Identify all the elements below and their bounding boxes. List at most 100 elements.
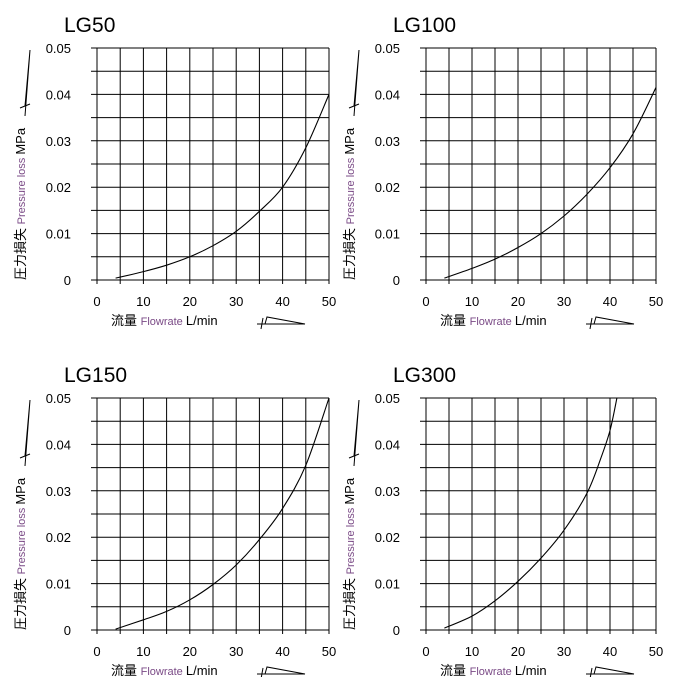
- chart-title: LG100: [393, 14, 456, 37]
- chart-lg300: LG300 0 0.01 0.02 0.03 0.04 0.05 0 10 20 30 40 50 圧力損…: [342, 364, 663, 677]
- pressure-loss-curve: [115, 94, 330, 279]
- y-axis-label: 圧力損失 Pressure loss MPa: [342, 127, 357, 280]
- x-tick-label: 50: [322, 294, 336, 309]
- y-tick-label: 0: [393, 623, 400, 638]
- x-tick-label: 30: [557, 294, 571, 309]
- wedge-base-icon: [19, 453, 31, 459]
- y-axis-label-en: Pressure loss: [16, 505, 28, 575]
- x-tick-label: 40: [603, 644, 617, 659]
- pressure-loss-curve: [444, 87, 657, 279]
- x-tick-label: 30: [229, 294, 243, 309]
- y-axis-label-jp: 圧力損失: [342, 224, 357, 280]
- y-tick-label: 0.03: [46, 134, 71, 149]
- x-tick-label: 50: [322, 644, 336, 659]
- y-tick-label: 0.05: [46, 41, 71, 56]
- y-axis-label-jp: 圧力損失: [13, 574, 28, 630]
- x-axis-label-jp: 流量: [111, 313, 141, 328]
- wedge-base-icon: [589, 667, 593, 677]
- wedge-base-icon: [19, 103, 31, 109]
- y-tick-label: 0.02: [375, 180, 400, 195]
- y-axis-label-unit: MPa: [342, 127, 357, 155]
- x-axis-label-unit: L/min: [186, 663, 218, 677]
- x-axis-label-en: Flowrate: [141, 666, 186, 677]
- y-tick-label: 0.05: [375, 391, 400, 406]
- x-tick-label: 40: [275, 294, 289, 309]
- y-tick-label: 0: [64, 623, 71, 638]
- pressure-loss-curve: [444, 397, 618, 629]
- y-tick-label: 0.02: [375, 530, 400, 545]
- x-axis-label: 流量 Flowrate L/min: [111, 313, 218, 328]
- x-axis-label-jp: 流量: [111, 663, 141, 677]
- y-tick-label: 0.04: [375, 437, 400, 452]
- y-tick-label: 0.05: [46, 391, 71, 406]
- y-tick-label: 0.01: [375, 227, 400, 242]
- y-axis-label-en: Pressure loss: [16, 155, 28, 225]
- y-tick-label: 0: [393, 273, 400, 288]
- x-axis-label-en: Flowrate: [141, 316, 186, 328]
- increase-wedge-icon: [353, 49, 360, 117]
- y-tick-label: 0.01: [46, 227, 71, 242]
- x-tick-label: 10: [136, 644, 150, 659]
- x-axis-label-jp: 流量: [440, 313, 470, 328]
- wedge-base-icon: [589, 317, 593, 330]
- y-tick-label: 0.01: [46, 577, 71, 592]
- y-tick-label: 0.04: [46, 87, 71, 102]
- y-tick-label: 0.03: [46, 484, 71, 499]
- wedge-base-icon: [260, 317, 264, 330]
- x-axis-label-jp: 流量: [440, 663, 470, 677]
- x-axis-label: 流量 Flowrate L/min: [440, 313, 547, 328]
- x-tick-label: 50: [649, 294, 663, 309]
- chart-lg50: LG50 0 0.01 0.02 0.03 0.04 0.05 0 10 20 30 40 50 圧力損失…: [13, 14, 336, 330]
- increase-wedge-icon: [24, 49, 31, 117]
- y-axis-label-en: Pressure loss: [345, 155, 357, 225]
- y-tick-label: 0.01: [375, 577, 400, 592]
- wedge-base-icon: [348, 453, 360, 459]
- chart-lg100: LG100 0 0.01 0.02 0.03 0.04 0.05 0 10 20 30 40 50 圧力損…: [342, 14, 663, 330]
- chart-title: LG150: [64, 364, 127, 387]
- wedge-base-icon: [348, 103, 360, 109]
- y-axis-label-en: Pressure loss: [345, 505, 357, 575]
- increase-wedge-icon: [24, 399, 31, 467]
- chart-title: LG50: [64, 14, 115, 37]
- x-tick-label: 0: [422, 294, 429, 309]
- y-tick-label: 0: [64, 273, 71, 288]
- increase-wedge-icon: [586, 316, 635, 325]
- x-tick-label: 40: [603, 294, 617, 309]
- x-tick-label: 20: [183, 294, 197, 309]
- x-tick-label: 30: [229, 644, 243, 659]
- x-tick-label: 20: [511, 644, 525, 659]
- y-axis-label: 圧力損失 Pressure loss MPa: [13, 477, 28, 630]
- x-tick-label: 10: [465, 644, 479, 659]
- y-axis-label-unit: MPa: [342, 477, 357, 505]
- y-axis-label-jp: 圧力損失: [13, 224, 28, 280]
- y-axis-label-unit: MPa: [13, 127, 28, 155]
- x-axis-label: 流量 Flowrate L/min: [111, 663, 218, 677]
- x-axis-label-unit: L/min: [515, 663, 547, 677]
- x-tick-label: 50: [649, 644, 663, 659]
- y-tick-label: 0.02: [46, 530, 71, 545]
- x-tick-label: 20: [183, 644, 197, 659]
- wedge-base-icon: [260, 667, 264, 677]
- x-tick-label: 0: [93, 294, 100, 309]
- y-tick-label: 0.02: [46, 180, 71, 195]
- y-tick-label: 0.03: [375, 134, 400, 149]
- increase-wedge-icon: [257, 316, 306, 325]
- x-tick-label: 0: [93, 644, 100, 659]
- x-axis-label: 流量 Flowrate L/min: [440, 663, 547, 677]
- y-tick-label: 0.04: [375, 87, 400, 102]
- increase-wedge-icon: [586, 666, 635, 675]
- pressure-loss-curve: [115, 397, 330, 630]
- y-axis-label-jp: 圧力損失: [342, 574, 357, 630]
- x-axis-label-en: Flowrate: [470, 316, 515, 328]
- x-tick-label: 30: [557, 644, 571, 659]
- y-tick-label: 0.05: [375, 41, 400, 56]
- x-axis-label-en: Flowrate: [470, 666, 515, 677]
- x-tick-label: 0: [422, 644, 429, 659]
- y-tick-label: 0.03: [375, 484, 400, 499]
- chart-lg150: LG150 0 0.01 0.02 0.03 0.04 0.05 0 10 20 30 40 50 圧力損…: [13, 364, 336, 677]
- x-tick-label: 10: [136, 294, 150, 309]
- increase-wedge-icon: [353, 399, 360, 467]
- increase-wedge-icon: [257, 666, 306, 675]
- x-tick-label: 10: [465, 294, 479, 309]
